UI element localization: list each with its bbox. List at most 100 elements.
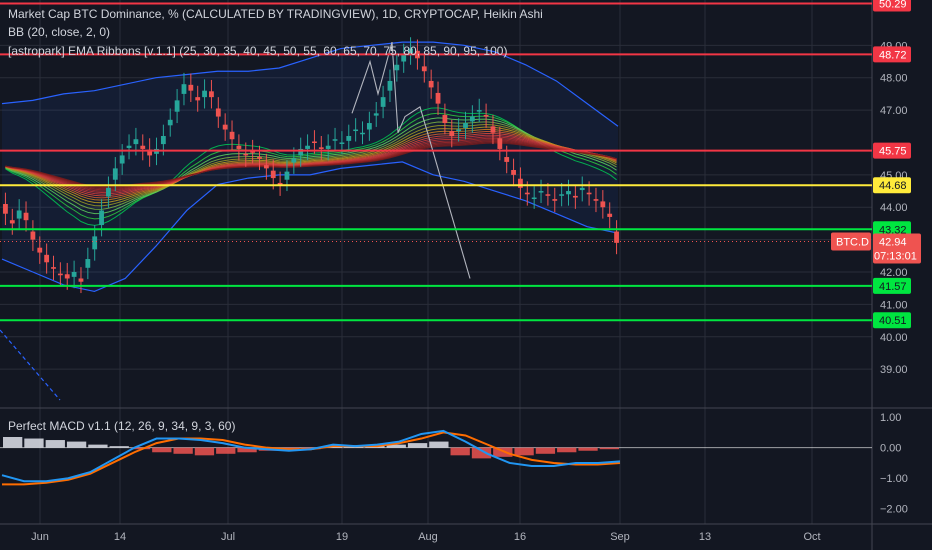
level-tag: 45.75 xyxy=(879,146,907,158)
candle-body xyxy=(332,139,338,141)
macd-histogram-bar xyxy=(407,443,428,448)
candle-body xyxy=(92,236,98,250)
candle-body xyxy=(236,145,242,149)
candle-body xyxy=(99,210,104,226)
time-tick-label: Aug xyxy=(418,531,438,543)
level-tag-bg xyxy=(873,277,911,294)
candle-body xyxy=(387,80,393,91)
candle-body xyxy=(538,191,544,193)
candle-body xyxy=(298,148,304,156)
candle-body xyxy=(23,212,29,221)
candle-body xyxy=(85,259,91,268)
last-price-tag-bg xyxy=(873,233,921,264)
candle-body xyxy=(119,155,125,164)
candle-body xyxy=(497,138,503,149)
macd-histogram-bar xyxy=(450,447,470,456)
candle-body xyxy=(140,145,146,149)
candle-body xyxy=(318,147,324,149)
bb-lower-line xyxy=(1,161,619,293)
symbol-tag-label: BTC.D xyxy=(836,237,869,249)
candle-body xyxy=(78,278,84,282)
chart-title: Market Cap BTC Dominance, % (CALCULATED … xyxy=(8,7,543,21)
candle-body xyxy=(559,194,565,196)
macd-histogram-bar xyxy=(194,447,215,456)
level-tag-bg xyxy=(873,0,911,12)
candle-body xyxy=(401,55,407,62)
level-tag-bg xyxy=(873,177,911,194)
candle-body xyxy=(463,123,468,128)
candle-body xyxy=(209,91,214,98)
candle-body xyxy=(339,142,345,144)
macd-histogram-bar xyxy=(429,441,449,448)
candle-body xyxy=(291,158,297,163)
dashed-trend-line xyxy=(0,329,61,401)
macd-histogram-bar xyxy=(88,444,108,448)
candle-body xyxy=(16,210,22,219)
macd-tick-label: 1.00 xyxy=(880,412,901,424)
candle-body xyxy=(126,145,132,148)
candle-body xyxy=(44,254,50,263)
last-price-label: 42.94 xyxy=(879,237,907,249)
candle-body xyxy=(456,129,462,132)
candle-body xyxy=(490,126,496,133)
macd-line xyxy=(1,429,621,483)
ema-ribbon-line xyxy=(5,128,617,201)
candle-body xyxy=(408,48,413,54)
candle-body xyxy=(188,84,194,91)
time-tick-label: Jun xyxy=(31,531,49,543)
candle-body xyxy=(37,247,43,253)
ema-ribbon-line xyxy=(5,121,617,210)
price-tick-label: 41.00 xyxy=(880,299,908,311)
candle-body xyxy=(229,131,235,140)
macd-histogram-bar xyxy=(514,447,534,456)
macd-histogram-bar xyxy=(237,447,257,453)
candle-body xyxy=(215,108,221,117)
macd-histogram-bar xyxy=(557,447,577,453)
ema-ribbon-line xyxy=(5,117,617,215)
macd-tick-label: 0.00 xyxy=(880,443,901,455)
macd-histogram-bar xyxy=(66,441,87,448)
candle-body xyxy=(566,191,571,195)
candle-body xyxy=(284,171,290,180)
level-tag-bg xyxy=(873,221,911,238)
time-tick-label: 16 xyxy=(514,531,526,543)
candle-body xyxy=(366,123,372,130)
bb-upper-line xyxy=(1,41,619,127)
price-tick-label: 44.00 xyxy=(880,202,908,214)
candle-body xyxy=(133,139,139,145)
price-tick-label: 48.00 xyxy=(880,73,908,85)
candle-body xyxy=(51,267,56,269)
candle-body xyxy=(380,97,386,107)
macd-tick-label: −2.00 xyxy=(880,504,908,516)
candle-body xyxy=(71,272,77,277)
candle-body xyxy=(325,145,331,149)
legend-ema-ribbons: [astropark] EMA Ribbons [v.1.1] (25, 30,… xyxy=(8,44,508,58)
candle-body xyxy=(270,170,276,179)
macd-tick-label: −1.00 xyxy=(880,473,908,485)
level-tag-bg xyxy=(873,46,911,63)
macd-histogram-bar xyxy=(578,447,598,451)
candle-body xyxy=(531,197,537,200)
candle-body xyxy=(442,114,448,124)
time-tick-label: 14 xyxy=(114,531,126,543)
candle-body xyxy=(263,165,269,169)
symbol-tag-bg xyxy=(831,232,871,251)
candle-body xyxy=(147,149,153,156)
macd-histogram-bar xyxy=(152,447,172,453)
legend-macd: Perfect MACD v1.1 (12, 26, 9, 34, 9, 3, … xyxy=(8,419,236,433)
level-tag: 50.29 xyxy=(879,0,907,11)
candle-body xyxy=(250,151,256,153)
time-tick-label: Sep xyxy=(610,531,630,543)
time-tick-label: 13 xyxy=(699,531,711,543)
level-tag: 48.72 xyxy=(879,49,907,61)
macd-histogram-bar xyxy=(386,444,406,448)
macd-histogram-bar xyxy=(130,447,151,450)
macd-histogram-bar xyxy=(173,447,193,454)
candle-body xyxy=(600,201,606,208)
candle-body xyxy=(106,187,111,197)
candle-body xyxy=(353,129,359,132)
candle-body xyxy=(469,116,475,122)
macd-histogram-bar xyxy=(45,440,65,448)
level-tag: 43.32 xyxy=(879,224,907,236)
